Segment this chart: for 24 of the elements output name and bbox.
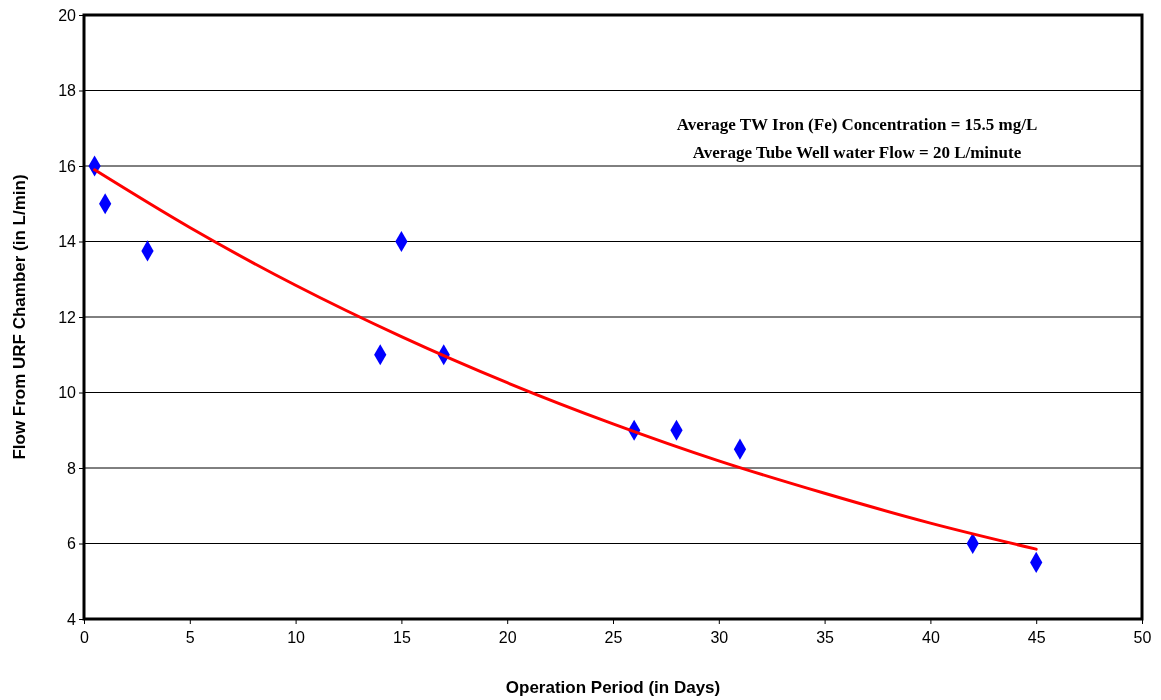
- y-axis-title: Flow From URF Chamber (in L/min): [10, 174, 29, 460]
- y-tick-label: 18: [58, 82, 77, 100]
- x-tick-label: 50: [1133, 629, 1152, 646]
- y-tick-label: 14: [58, 233, 77, 251]
- y-tick-label: 20: [58, 6, 77, 24]
- x-tick-label: 10: [287, 629, 306, 646]
- y-tick-label: 4: [67, 610, 77, 628]
- x-tick-label: 40: [922, 629, 940, 646]
- x-tick-label: 15: [393, 629, 411, 646]
- y-tick-label: 8: [67, 459, 77, 477]
- y-tick-label: 10: [58, 384, 77, 402]
- x-tick-label: 30: [710, 629, 729, 646]
- y-tick-label: 16: [58, 157, 77, 175]
- x-tick-label: 20: [498, 629, 517, 646]
- x-tick-label: 45: [1027, 629, 1046, 646]
- y-tick-label: 12: [58, 308, 77, 326]
- y-tick-label: 6: [67, 535, 77, 553]
- x-axis-title: Operation Period (in Days): [505, 678, 721, 697]
- x-tick-label: 0: [80, 629, 90, 646]
- annotation: Average TW Iron (Fe) Concentration = 15.5 mg/L: [676, 115, 1038, 134]
- x-tick-label: 25: [604, 629, 623, 646]
- x-tick-label: 5: [185, 629, 195, 646]
- annotation: Average Tube Well water Flow = 20 L/minute: [692, 143, 1022, 162]
- x-tick-label: 35: [816, 629, 835, 646]
